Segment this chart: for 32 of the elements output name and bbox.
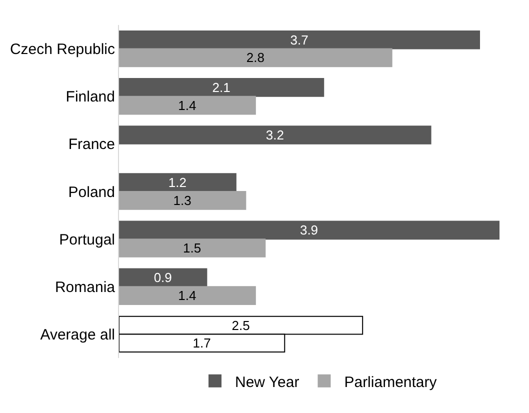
data-label: 3.2 <box>266 128 284 143</box>
data-label: 1.5 <box>183 240 202 256</box>
data-label: 2.5 <box>232 318 250 333</box>
data-label: 1.7 <box>192 336 211 351</box>
data-label: 3.9 <box>300 222 318 238</box>
y-tick-label: Finland <box>66 88 115 106</box>
y-tick-label: Poland <box>68 184 115 201</box>
bar <box>119 286 256 305</box>
y-tick-label: Czech Republic <box>10 41 116 58</box>
bar <box>119 191 246 210</box>
data-label: 1.3 <box>173 192 192 208</box>
y-tick-label: Romania <box>54 278 116 296</box>
legend-label: New Year <box>235 374 300 391</box>
bar <box>119 48 392 68</box>
bar <box>119 126 432 144</box>
data-label: 3.7 <box>290 32 308 48</box>
bar <box>119 96 256 115</box>
bar <box>119 173 236 192</box>
y-tick-label: France <box>68 136 115 154</box>
y-tick-label: Average all <box>40 326 115 344</box>
data-label: 1.4 <box>178 288 196 304</box>
data-label: 2.8 <box>246 50 264 66</box>
bar <box>119 238 266 258</box>
data-label: 1.2 <box>168 175 186 190</box>
y-tick-label: Portugal <box>59 231 115 248</box>
bar <box>119 78 324 97</box>
data-label: 0.9 <box>154 270 172 286</box>
data-label: 2.1 <box>212 80 230 95</box>
data-label: 1.4 <box>178 98 196 113</box>
bar <box>119 220 500 240</box>
bar <box>119 30 480 50</box>
legend-label: Parliamentary <box>344 374 438 391</box>
